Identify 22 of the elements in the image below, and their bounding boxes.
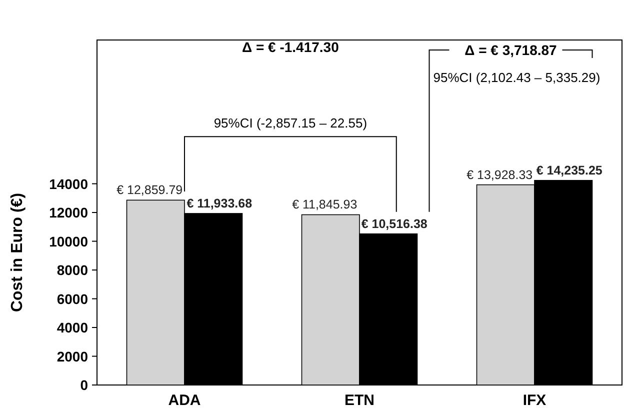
data-label: € 11,933.68 xyxy=(186,196,252,210)
x-tick-label: IFX xyxy=(522,392,546,409)
annotation: Δ = € 3,718.87 xyxy=(464,42,558,58)
x-tick-label: ETN xyxy=(344,392,374,409)
y-tick-label: 4000 xyxy=(56,320,88,336)
data-label: € 12,859.79 xyxy=(116,183,183,198)
annotation: 95%CI (2,102.43 – 5,335.29) xyxy=(433,70,600,85)
annotation: 95%CI (-2,857.15 – 22.55) xyxy=(214,116,368,131)
data-label: € 10,516.38 xyxy=(361,216,428,231)
y-tick-label: 12000 xyxy=(49,204,88,220)
x-tick-label: ADA xyxy=(168,392,201,409)
y-tick-label: 10000 xyxy=(49,233,88,250)
data-label: € 14,235.25 xyxy=(536,163,602,178)
annotation: Δ = € -1.417.30 xyxy=(242,39,340,55)
y-tick-label: 8000 xyxy=(56,262,88,278)
data-label: € 13,928.33 xyxy=(466,168,533,182)
data-label: € 11,845.93 xyxy=(292,198,358,212)
y-axis-title: Cost in Euro (€) xyxy=(9,192,26,312)
y-tick-label: 0 xyxy=(80,377,88,393)
y-tick-label: 6000 xyxy=(56,290,88,307)
y-tick-label: 2000 xyxy=(56,348,88,364)
y-tick-label: 14000 xyxy=(49,176,88,192)
